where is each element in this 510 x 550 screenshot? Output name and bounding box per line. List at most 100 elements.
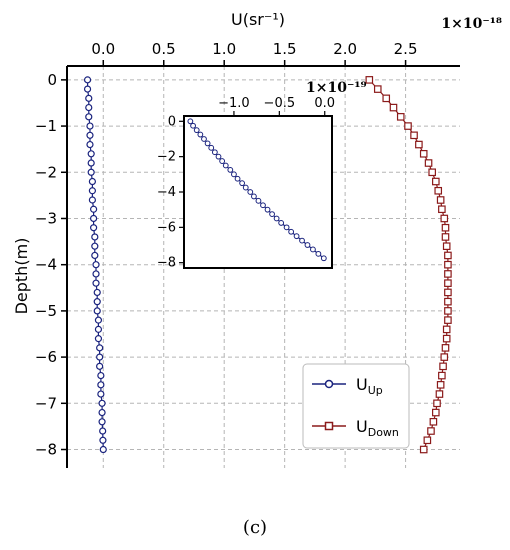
point-U_Up-39 (99, 436, 107, 444)
inset-point-U_Up-28 (304, 242, 311, 248)
inset-x-multiplier: 1×10⁻¹⁹ (306, 80, 367, 96)
x-tick-label-4: 2.0 (333, 40, 357, 58)
point-U_Down-15 (440, 214, 449, 223)
inset-x-ticks: −1.0 −0.5 0.0 (218, 96, 335, 116)
y-tick-label-5: −5 (35, 302, 57, 320)
point-U_Up-19 (91, 251, 99, 260)
main-y-ticks: 0 −1 −2 −3 −4 −5 −6 −7 −8 (35, 71, 67, 459)
point-U_Down-35 (433, 399, 441, 408)
point-U_Down-18 (442, 242, 451, 251)
point-U_Up-28 (94, 335, 103, 343)
point-U_Down-4 (396, 113, 405, 121)
inset-point-U_Up-18 (255, 197, 262, 204)
inset-point-U_Up-22 (273, 215, 280, 222)
inset-point-U_Up-16 (247, 189, 254, 195)
point-U_Down-36 (432, 408, 440, 417)
x-axis-multiplier: 1×10⁻¹⁸ (441, 16, 502, 32)
inset-y-tick-label-3: −6 (157, 220, 176, 235)
point-U_Down-17 (441, 233, 450, 241)
inset-point-U_Up-17 (251, 193, 257, 200)
point-U_Up-6 (86, 131, 94, 139)
inset-point-U_Up-3 (197, 131, 204, 138)
y-tick-label-0: 0 (47, 71, 57, 89)
inset-chart: −1.0 −0.5 0.0 0 −2 −4 −6 −8 1×10⁻¹⁹ (157, 80, 367, 271)
point-U_Up-13 (88, 196, 96, 204)
point-U_Down-6 (410, 131, 418, 140)
point-U_Down-27 (442, 325, 451, 334)
point-U_Up-5 (86, 122, 94, 130)
y-tick-label-8: −8 (35, 441, 57, 459)
legend-marker-down (324, 421, 334, 431)
inset-point-U_Up-20 (264, 206, 271, 213)
inset-point-U_Up-7 (211, 149, 218, 156)
inset-point-U_Up-5 (204, 140, 211, 147)
point-U_Down-32 (438, 371, 446, 380)
main-x-ticks: 0.0 0.5 1.0 1.5 2.0 2.5 (91, 40, 418, 66)
inset-point-U_Up-1 (190, 122, 196, 129)
legend-label-down: UDown (356, 417, 399, 439)
point-U_Down-12 (434, 186, 443, 195)
point-U_Down-3 (389, 103, 398, 112)
point-U_Up-9 (87, 159, 95, 167)
point-U_Down-8 (419, 149, 428, 158)
point-U_Up-35 (98, 399, 106, 407)
point-U_Up-12 (88, 187, 96, 195)
point-U_Down-28 (442, 334, 451, 343)
point-U_Down-37 (429, 417, 438, 426)
point-U_Down-33 (436, 381, 445, 389)
point-U_Up-21 (92, 270, 100, 278)
point-U_Up-4 (85, 113, 93, 121)
point-U_Up-37 (98, 418, 106, 426)
inset-point-U_Up-27 (299, 237, 305, 244)
point-U_Up-29 (96, 344, 104, 352)
point-U_Up-11 (88, 177, 96, 186)
x-tick-label-0: 0.0 (91, 40, 115, 58)
point-U_Down-29 (441, 344, 450, 352)
y-tick-label-1: −1 (35, 117, 57, 135)
point-U_Up-7 (86, 140, 94, 149)
x-tick-label-2: 1.0 (212, 40, 236, 58)
point-U_Down-19 (444, 251, 452, 260)
y-tick-label-7: −7 (35, 394, 57, 412)
point-U_Up-26 (94, 316, 103, 324)
point-U_Up-3 (85, 103, 93, 112)
point-U_Up-25 (93, 307, 101, 315)
point-U_Up-34 (97, 390, 105, 398)
point-U_Up-40 (99, 445, 107, 454)
inset-point-U_Up-23 (278, 220, 285, 226)
point-U_Up-17 (91, 233, 99, 241)
inset-y-tick-label-1: −2 (157, 150, 176, 165)
point-U_Up-27 (94, 325, 103, 333)
point-U_Down-11 (432, 177, 440, 186)
main-axes-frame (66, 65, 460, 468)
point-U_Down-7 (415, 140, 423, 149)
point-U_Up-15 (90, 214, 98, 223)
point-U_Up-16 (90, 224, 98, 232)
inset-point-U_Up-15 (242, 184, 249, 191)
point-U_Up-10 (87, 168, 95, 176)
point-U_Down-13 (436, 196, 445, 204)
inset-point-U_Up-0 (187, 118, 194, 125)
inset-y-tick-label-0: 0 (168, 114, 176, 129)
inset-point-U_Up-29 (310, 246, 316, 253)
inset-y-tick-label-4: −8 (157, 256, 176, 271)
y-axis-label: Depth(m) (12, 238, 31, 315)
point-U_Up-32 (97, 371, 105, 380)
point-U_Down-10 (428, 168, 436, 177)
inset-point-U_Up-13 (234, 175, 241, 182)
x-tick-label-1: 0.5 (152, 40, 176, 58)
inset-point-U_Up-4 (201, 136, 207, 142)
point-U_Down-9 (424, 159, 433, 167)
point-U_Up-2 (85, 94, 93, 102)
point-U_Up-8 (87, 150, 95, 158)
inset-point-U_Up-6 (208, 144, 215, 151)
point-U_Down-14 (438, 205, 446, 214)
inset-point-U_Up-12 (231, 171, 237, 178)
inset-point-U_Up-19 (260, 202, 266, 209)
inset-y-tick-label-2: −4 (157, 185, 176, 200)
point-U_Down-38 (427, 427, 435, 435)
main-series (83, 76, 452, 454)
point-U_Down-30 (440, 353, 449, 361)
inset-point-U_Up-10 (222, 162, 229, 169)
point-U_Down-5 (404, 122, 412, 130)
